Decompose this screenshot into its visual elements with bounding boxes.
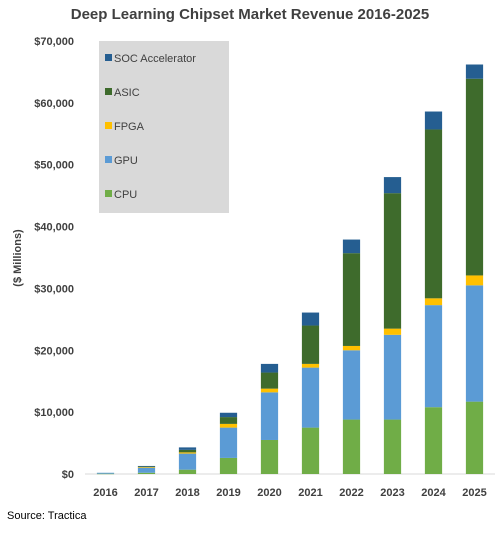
x-tick-label: 2020 <box>257 487 281 499</box>
legend-swatch <box>105 122 112 129</box>
bar-segment <box>465 64 484 79</box>
legend-label: ASIC <box>114 87 140 99</box>
x-tick-label: 2017 <box>134 487 158 499</box>
bar-segment <box>301 427 320 474</box>
bar-segment <box>424 298 443 306</box>
bar-segment <box>219 412 238 418</box>
x-axis: 2016 2017 2018 2019 2020 2021 2022 2023 2024 2025 <box>93 487 486 499</box>
legend-label: FPGA <box>114 121 145 133</box>
y-tick-label: $20,000 <box>34 345 74 357</box>
bar-segment <box>465 275 484 286</box>
bar-segment <box>137 466 156 468</box>
bar-segment <box>137 467 156 473</box>
bar-segment <box>424 407 443 474</box>
x-tick-label: 2018 <box>175 487 199 499</box>
bar-segment <box>260 372 279 389</box>
bar-segment <box>178 449 197 453</box>
legend: SOC Accelerator ASIC FPGA GPU CPU <box>99 41 229 213</box>
bar-segment <box>219 457 238 474</box>
legend-swatch <box>105 190 112 197</box>
bar-segment <box>178 447 197 450</box>
bar-segment <box>342 350 361 420</box>
bar-segment <box>137 472 156 474</box>
bar-segment <box>178 453 197 470</box>
bar-segment <box>96 473 115 475</box>
bar-segment <box>260 392 279 440</box>
legend-swatch <box>105 156 112 163</box>
y-axis-title: ($ Millions) <box>12 229 24 287</box>
bar-segment <box>465 78 484 276</box>
bar-segment <box>383 177 402 194</box>
bar-segment <box>137 465 156 467</box>
bar-segment <box>465 401 484 474</box>
bar-segment <box>342 239 361 254</box>
legend-swatch <box>105 54 112 61</box>
bar-segment <box>424 111 443 130</box>
bar-segment <box>178 452 197 454</box>
y-axis: $0 $10,000 $20,000 $30,000 $40,000 $50,000 $60… <box>34 36 74 481</box>
bar-segment <box>383 193 402 329</box>
x-tick-label: 2025 <box>462 487 486 499</box>
legend-label: CPU <box>114 189 137 201</box>
bar-segment <box>260 439 279 474</box>
bar-segment <box>424 129 443 299</box>
y-tick-label: $30,000 <box>34 283 74 295</box>
bar-segment <box>342 345 361 351</box>
bar-segment <box>301 367 320 428</box>
legend-label: GPU <box>114 155 138 167</box>
bar-segment <box>260 363 279 373</box>
bar-segment <box>383 328 402 335</box>
y-tick-label: $50,000 <box>34 160 74 172</box>
legend-background <box>99 41 229 213</box>
legend-label: SOC Accelerator <box>114 53 196 65</box>
bar-segment <box>342 253 361 346</box>
bar-segment <box>301 325 320 364</box>
y-tick-label: $40,000 <box>34 222 74 234</box>
bars <box>96 64 484 475</box>
x-tick-label: 2019 <box>216 487 240 499</box>
y-tick-label: $10,000 <box>34 407 74 419</box>
bar-segment <box>178 469 197 474</box>
bar-segment <box>219 417 238 424</box>
x-tick-label: 2016 <box>93 487 117 499</box>
bar-segment <box>137 467 156 468</box>
bar-segment <box>383 419 402 474</box>
chart-title: Deep Learning Chipset Market Revenue 201… <box>70 6 430 23</box>
bar-segment <box>301 363 320 368</box>
x-tick-label: 2022 <box>339 487 363 499</box>
source-note: Source: Tractica <box>7 510 87 522</box>
x-tick-label: 2021 <box>298 487 322 499</box>
bar-segment <box>465 285 484 402</box>
legend-swatch <box>105 88 112 95</box>
bar-segment <box>424 305 443 408</box>
y-tick-label: $0 <box>62 469 74 481</box>
bar-segment <box>383 334 402 420</box>
bar-segment <box>96 472 115 474</box>
x-tick-label: 2024 <box>421 487 446 499</box>
bar-segment <box>219 423 238 428</box>
x-tick-label: 2023 <box>380 487 404 499</box>
y-tick-label: $60,000 <box>34 98 74 110</box>
bar-segment <box>219 427 238 458</box>
y-tick-label: $70,000 <box>34 36 74 48</box>
bar-segment <box>342 419 361 474</box>
bar-segment <box>301 312 320 326</box>
bar-segment <box>260 388 279 393</box>
